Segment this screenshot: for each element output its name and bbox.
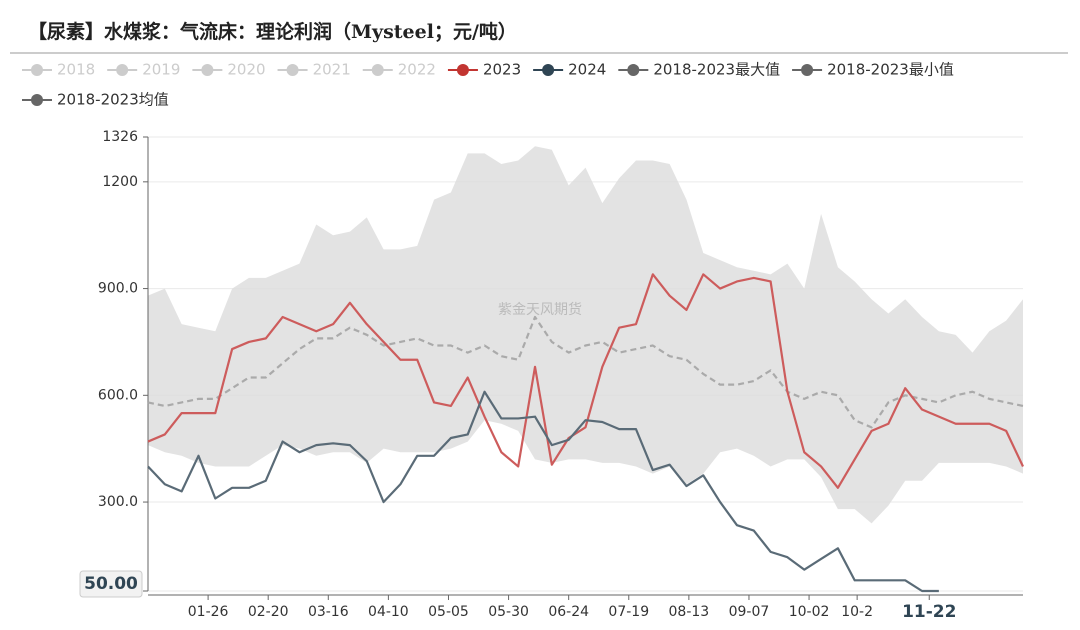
legend-symbol — [286, 64, 299, 76]
legend-label: 2020 — [227, 61, 265, 79]
x-tick-label: 10-2 — [841, 604, 873, 620]
x-tick-label: 08-13 — [669, 604, 710, 620]
legend-label: 2023 — [483, 61, 521, 79]
legend-symbol — [116, 64, 129, 76]
legend-label: 2024 — [568, 61, 606, 79]
y-tick-label: 1326 — [102, 129, 138, 145]
legend-symbol — [371, 64, 384, 76]
chart-title: 【尿素】水煤浆：气流床：理论利润（Mysteel；元/吨） — [28, 20, 517, 43]
legend-label: 2019 — [142, 61, 180, 79]
plot: 50.00 300.0 600.0 900.0 1200 1326 01-26 02-20 03… — [79, 129, 1024, 622]
legend-label: 2021 — [313, 61, 351, 79]
legend-symbol — [201, 64, 214, 76]
watermark: 紫金天风期货 — [498, 301, 582, 318]
series-line — [147, 390, 939, 593]
legend-label: 2018-2023最小值 — [827, 61, 954, 79]
x-tick-label: 09-07 — [729, 604, 770, 620]
x-tick-label: 03-16 — [308, 604, 349, 620]
y-tick-label: 900.0 — [98, 281, 138, 297]
legend-label: 2018-2023最大值 — [653, 61, 780, 79]
legend-label: 2018 — [57, 61, 95, 79]
x-tick-label: 06-24 — [548, 604, 589, 620]
series-line — [147, 315, 1024, 429]
legend-label: 2022 — [398, 61, 436, 79]
legend: 2018 2019 2020 2021 2022 2023 2024 2018-2023最大值… — [22, 61, 954, 109]
y-tick-label: 600.0 — [98, 387, 138, 403]
pointer-box — [79, 570, 143, 598]
x-tick-label: 10-02 — [789, 604, 830, 620]
x-tick-label: 11-22 — [902, 602, 956, 622]
x-tick-label: 01-26 — [188, 604, 229, 620]
legend-label: 2018-2023均值 — [57, 91, 169, 109]
legend-symbol — [542, 64, 555, 76]
x-tick-label: 05-05 — [428, 604, 469, 620]
series-line — [147, 273, 1024, 489]
axis-pointer: 50.00 — [79, 570, 143, 598]
legend-symbol — [31, 64, 43, 76]
legend-symbol — [31, 94, 43, 106]
pointer-label: 50.00 — [84, 574, 138, 594]
legend-symbol — [801, 64, 814, 76]
y-tick-label: 300.0 — [98, 494, 138, 510]
y-tick-label: 1200 — [102, 174, 138, 190]
legend-symbol — [627, 64, 640, 76]
x-tick-label: 02-20 — [248, 604, 289, 620]
legend-symbol — [456, 64, 469, 76]
x-tick-label: 07-19 — [608, 604, 649, 620]
x-tick-label: 05-30 — [488, 604, 529, 620]
x-tick-label: 04-10 — [368, 604, 409, 620]
